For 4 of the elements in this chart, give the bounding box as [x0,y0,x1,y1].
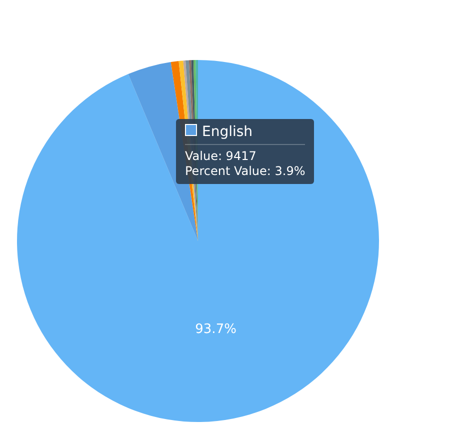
data-label: 93.7% [195,322,236,338]
text: Value: 9417 [185,149,258,164]
legend-label: English [202,124,253,140]
text: Percent Value: 3.9% [185,164,306,179]
